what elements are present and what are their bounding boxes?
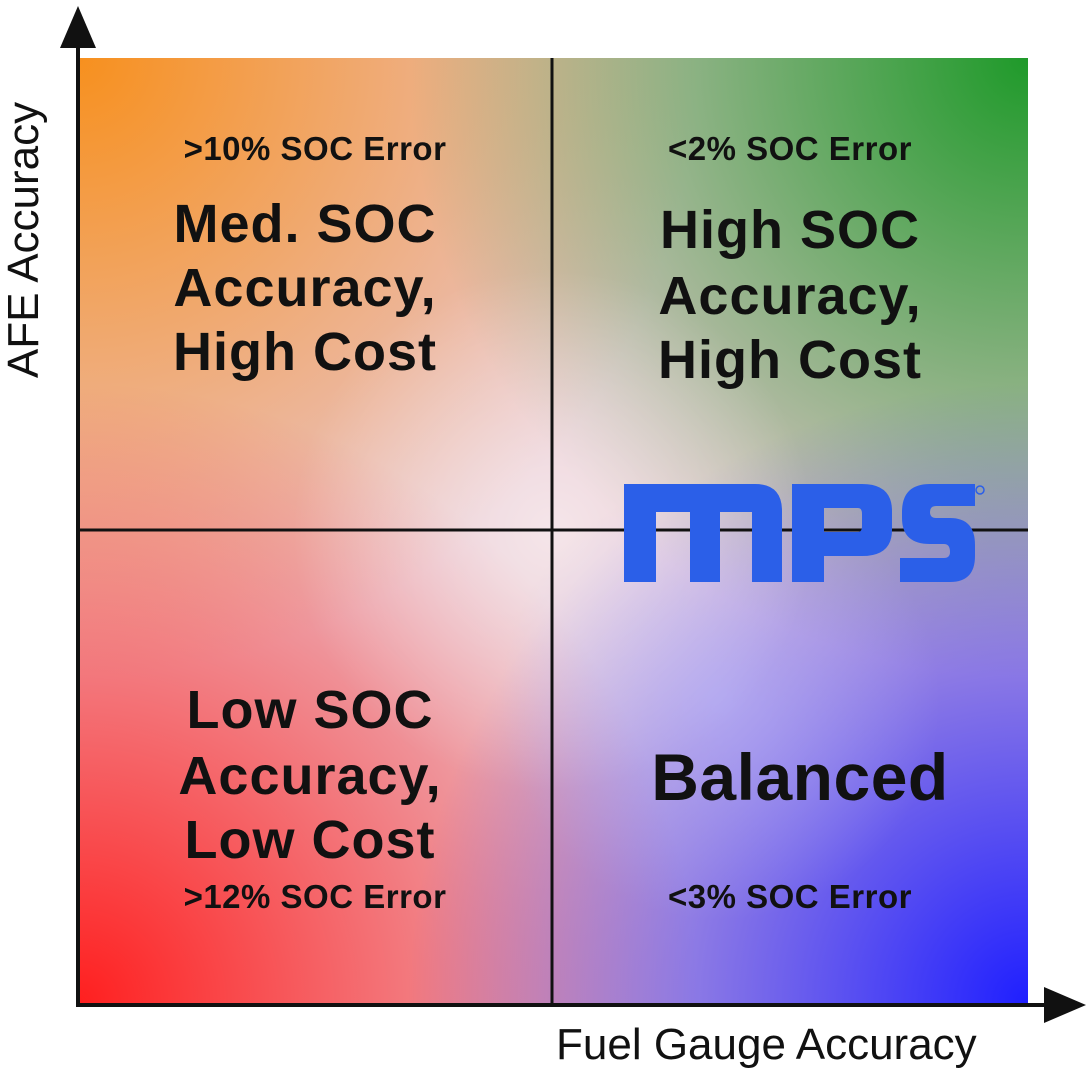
top-left-error: >10% SOC Error — [183, 130, 447, 167]
top-left-line1: Med. SOC — [173, 194, 437, 254]
x-axis-arrow-icon — [1044, 987, 1086, 1023]
mps-logo — [624, 484, 985, 582]
x-axis-label: Fuel Gauge Accuracy — [556, 1020, 977, 1069]
top-right-line1: High SOC — [660, 200, 920, 260]
top-right-line2: Accuracy, — [658, 266, 922, 326]
top-right-line3: High Cost — [658, 330, 922, 390]
bottom-left-line2: Accuracy, — [178, 746, 442, 806]
y-axis-label: AFE Accuracy — [0, 101, 48, 379]
bottom-right-title: Balanced — [651, 740, 949, 814]
bottom-left-error: >12% SOC Error — [183, 878, 447, 915]
top-left-line3: High Cost — [173, 322, 437, 382]
bottom-right-error: <3% SOC Error — [667, 878, 912, 915]
mps-logo-m — [624, 484, 782, 582]
mps-logo-p — [792, 484, 892, 582]
top-right-error: <2% SOC Error — [667, 130, 912, 167]
top-left-line2: Accuracy, — [173, 258, 437, 318]
mps-logo-s — [900, 484, 975, 582]
y-axis-arrow-icon — [60, 6, 96, 48]
bottom-left-line3: Low Cost — [184, 810, 436, 870]
registered-mark-icon — [975, 485, 985, 495]
bottom-left-line1: Low SOC — [186, 680, 434, 740]
